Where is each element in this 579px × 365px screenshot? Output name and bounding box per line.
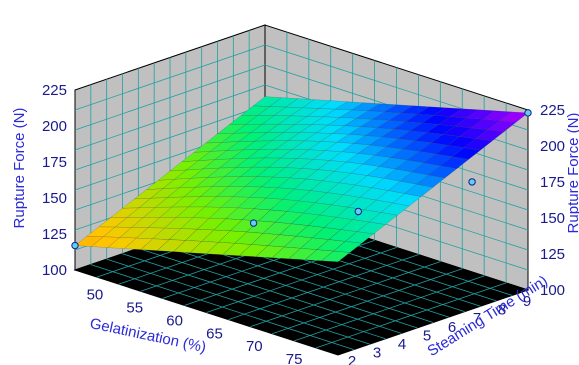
z-tick-label-right: 100: [540, 282, 565, 299]
y-tick-label: 6: [448, 319, 456, 336]
z-tick-label-left: 225: [42, 82, 67, 99]
z-tick-label-left: 150: [42, 190, 67, 207]
y-tick-label: 4: [398, 336, 406, 353]
response-surface: [74, 96, 529, 263]
tick-labels: 1001001251251501501751752002002252255055…: [42, 82, 565, 365]
data-points: [71, 109, 532, 250]
x-tick-label: 75: [286, 351, 303, 365]
data-point: [524, 109, 532, 117]
surface-cell: [344, 231, 375, 244]
data-point: [249, 219, 258, 227]
z-tick-label-right: 225: [540, 102, 565, 119]
z-tick-label-left: 175: [42, 154, 67, 171]
back-wall-grid-line: [74, 44, 266, 111]
y-tick-label: 9: [523, 293, 531, 310]
back-wall-grid-line: [74, 104, 266, 171]
floor-grid-line: [315, 282, 507, 349]
z-tick-label-left: 200: [42, 118, 67, 135]
surface-cell: [356, 221, 387, 235]
back-wall-grid-line: [74, 64, 266, 131]
y-tick-label: 8: [498, 302, 506, 319]
y-tick-label: 7: [473, 310, 481, 327]
surface-cell: [475, 129, 505, 142]
x-tick-label: 60: [166, 312, 183, 329]
x-tick-label: 50: [87, 287, 104, 304]
back-wall-grid-line: [74, 84, 266, 151]
surface-cell: [487, 120, 517, 132]
data-point: [468, 178, 476, 186]
z-axis-title-left: Rupture Force (N): [11, 108, 28, 229]
surface-cell: [320, 250, 351, 263]
y-tick-label: 5: [423, 327, 431, 344]
data-point: [71, 241, 79, 250]
y-tick-label: 2: [348, 353, 356, 365]
y-tick-label: 3: [373, 344, 381, 361]
z-tick-label-right: 150: [540, 210, 565, 227]
x-axis-title: Gelatinization (%): [88, 315, 207, 356]
x-tick-label: 55: [126, 300, 143, 317]
z-tick-label-left: 100: [42, 262, 67, 279]
z-tick-label-right: 125: [540, 246, 565, 263]
z-tick-label-right: 175: [540, 174, 565, 191]
x-tick-label: 70: [246, 338, 263, 355]
z-tick-label-right: 200: [540, 138, 565, 155]
z-axis-title-right: Rupture Force (N): [565, 113, 579, 234]
x-tick-label: 65: [206, 325, 223, 342]
data-point: [354, 207, 363, 216]
z-tick-label-left: 125: [42, 226, 67, 243]
